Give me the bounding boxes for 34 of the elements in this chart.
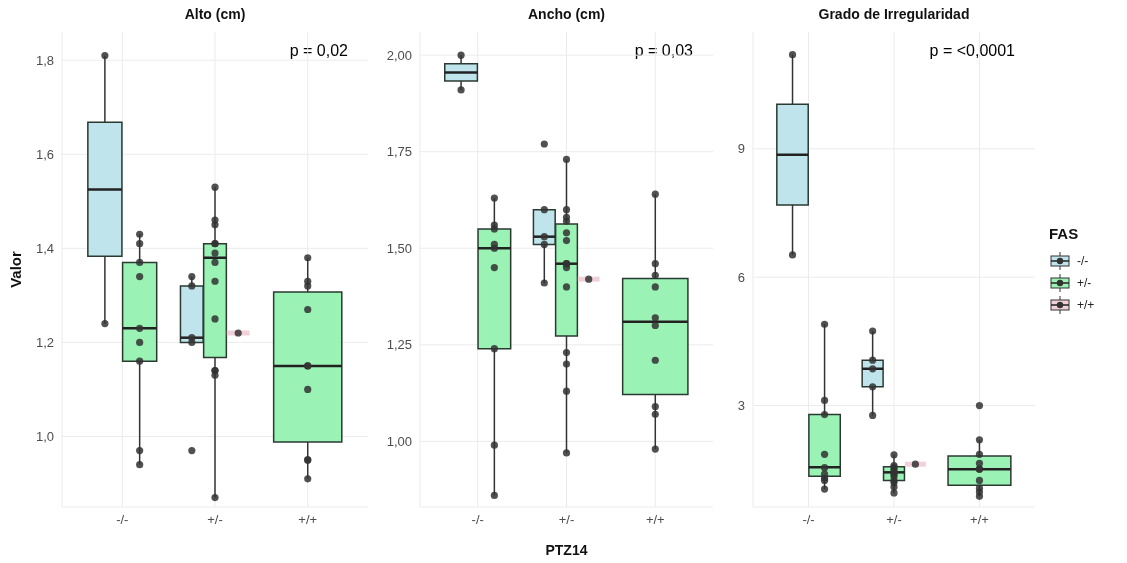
x-tick-label: +/-: [558, 512, 575, 528]
chart-title: Grado de Irregularidad: [817, 6, 971, 22]
legend-title: FAS: [1049, 225, 1080, 242]
y-tick-label: 1,25: [386, 337, 412, 353]
y-tick-label: 1,4: [35, 240, 54, 256]
x-tick-label: -/-: [116, 512, 129, 528]
y-tick-label: 1,2: [35, 335, 54, 351]
y-axis-title: Valor: [7, 250, 25, 288]
y-tick-label: 1,8: [35, 52, 54, 68]
y-tick-label: 1,00: [386, 433, 412, 449]
chart-title: Alto (cm): [183, 6, 247, 22]
x-tick-label: +/-: [207, 512, 223, 528]
y-tick-label: 3: [737, 398, 745, 414]
x-axis-title: PTZ14: [545, 542, 588, 558]
y-tick-label: 1,6: [35, 146, 54, 162]
annotation: p = 0,02: [289, 42, 348, 60]
legend-label: +/-: [1077, 276, 1092, 290]
x-tick-label: +/+: [970, 512, 989, 528]
legend-label: +/+: [1077, 298, 1095, 312]
y-tick-label: 9: [737, 141, 745, 157]
chart-title: Ancho (cm): [527, 6, 606, 22]
annotation: p = 0,03: [634, 42, 693, 60]
x-tick-label: -/-: [802, 512, 815, 528]
y-tick-label: 2,00: [386, 47, 412, 63]
y-tick-label: 1,0: [35, 429, 54, 445]
y-tick-label: 1,50: [386, 240, 412, 256]
y-tick-label: 6: [737, 269, 745, 285]
annotation: p = <0,0001: [929, 42, 1015, 60]
x-tick-label: +/+: [645, 512, 665, 528]
x-tick-label: -/-: [471, 512, 484, 528]
legend-label: -/-: [1077, 254, 1089, 268]
y-tick-label: 1,75: [386, 144, 412, 160]
x-tick-label: +/-: [886, 512, 902, 528]
x-tick-label: +/+: [298, 512, 318, 528]
